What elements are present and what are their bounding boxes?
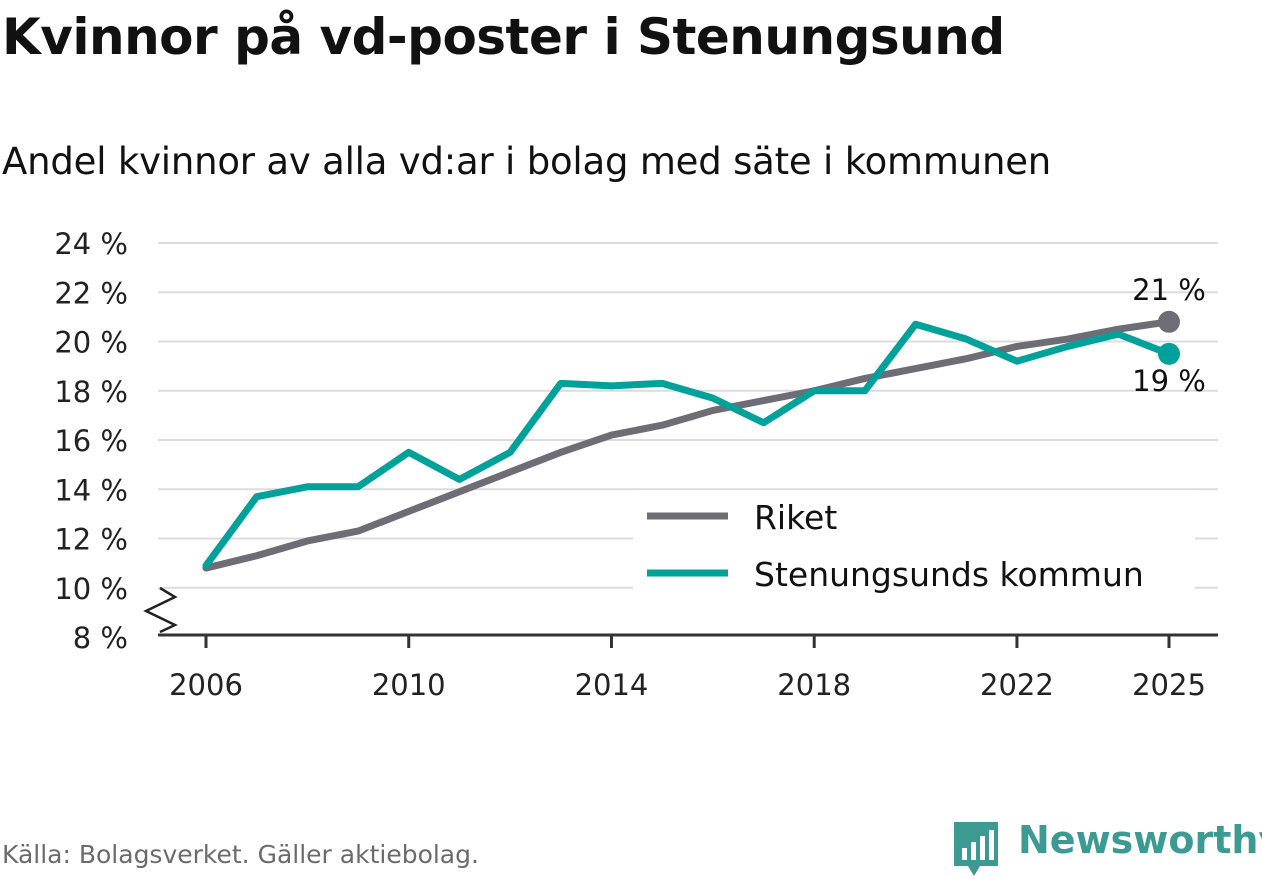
chart-subtitle: Andel kvinnor av alla vd:ar i bolag med … — [2, 140, 1052, 183]
axis-break-icon — [143, 586, 178, 634]
x-tick-label: 2018 — [777, 668, 851, 702]
legend-label-riket: Riket — [754, 498, 837, 537]
y-tick-label: 10 % — [54, 572, 128, 606]
series-line-stenungsund — [202, 320, 1173, 570]
x-axis — [143, 586, 1218, 637]
x-tick-label: 2022 — [980, 668, 1054, 702]
end-point-stenungsund — [1158, 342, 1180, 365]
end-point-riket — [1158, 310, 1180, 333]
brand-name: Newsworthy — [1018, 818, 1262, 862]
y-tick-label: 24 % — [54, 227, 128, 261]
y-tick-label: 8 % — [73, 621, 128, 655]
end-labels: 21 % 19 % — [1132, 273, 1206, 398]
end-label-stenungsund: 19 % — [1132, 364, 1206, 398]
y-axis-ticks: 8 % 10 % 12 % 14 % 16 % 18 % 20 % 22 % 24 % — [54, 227, 128, 655]
series — [202, 310, 1180, 572]
legend: Riket Stenungsunds kommun — [633, 490, 1195, 594]
x-tick-label: 2006 — [169, 668, 243, 702]
y-tick-label: 20 % — [54, 326, 128, 360]
gridlines — [158, 242, 1218, 589]
x-tick-label: 2014 — [575, 668, 649, 702]
x-axis-ticks: 2006 2010 2014 2018 2022 2025 — [169, 635, 1206, 702]
y-tick-label: 18 % — [54, 375, 128, 409]
y-tick-label: 16 % — [54, 424, 128, 458]
x-tick-label: 2010 — [372, 668, 446, 702]
chart-title: Kvinnor på vd-poster i Stenungsund — [2, 8, 1005, 66]
y-tick-label: 22 % — [54, 276, 128, 310]
x-tick-label: 2025 — [1132, 668, 1206, 702]
y-tick-label: 12 % — [54, 523, 128, 557]
newsworthy-bar-chart-icon — [954, 822, 998, 876]
source-note: Källa: Bolagsverket. Gäller aktiebolag. — [2, 840, 479, 869]
y-tick-label: 14 % — [54, 473, 128, 507]
legend-label-stenungsund: Stenungsunds kommun — [754, 555, 1144, 594]
end-label-riket: 21 % — [1132, 273, 1206, 307]
series-line-riket — [202, 318, 1173, 572]
